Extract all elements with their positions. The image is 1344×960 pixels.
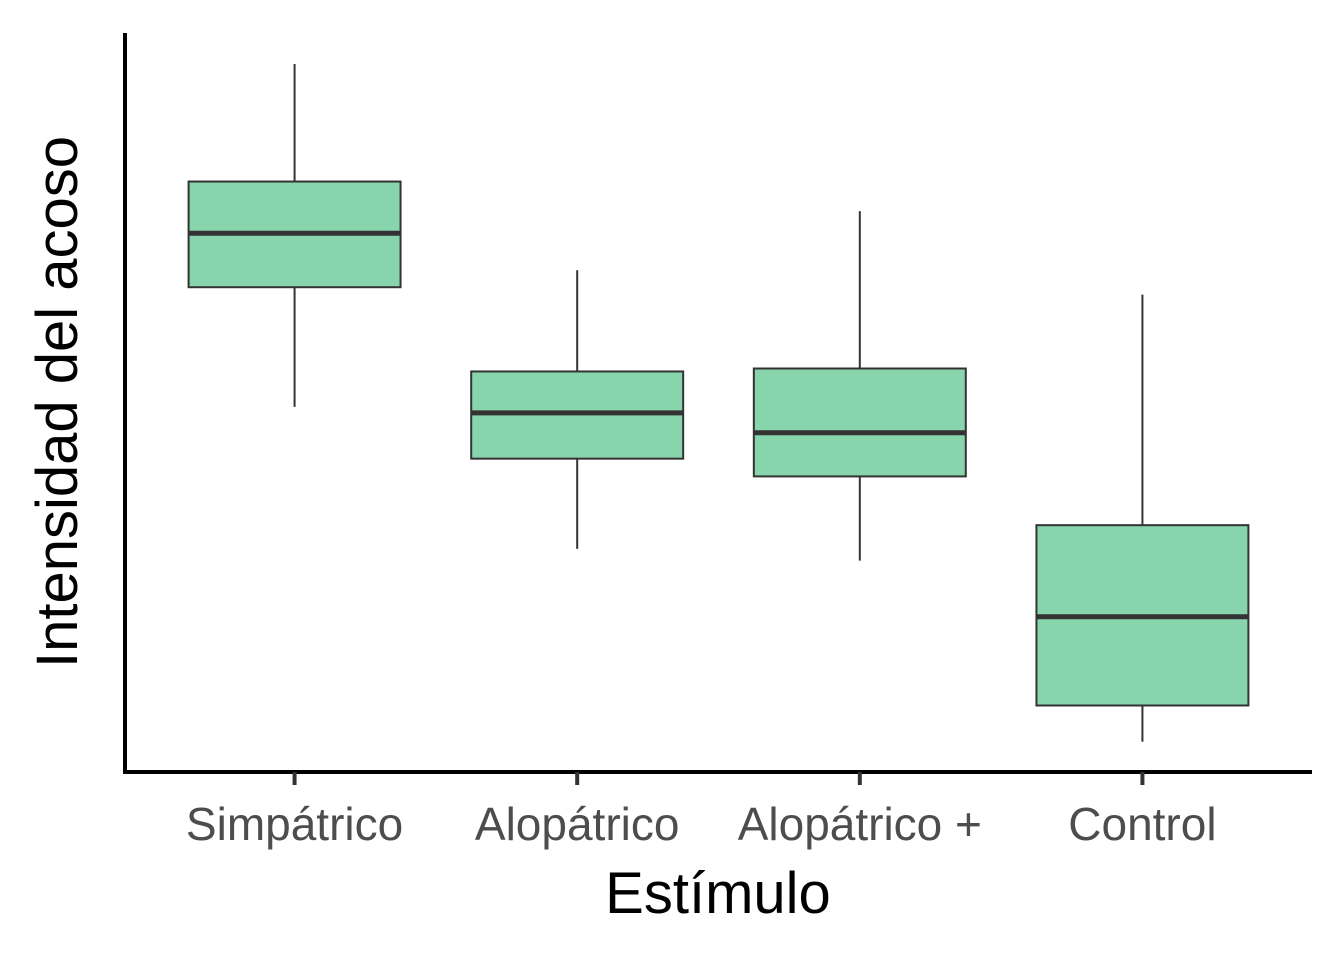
box-group bbox=[470, 270, 685, 549]
x-tick-label: Control bbox=[1068, 798, 1216, 850]
box-group bbox=[187, 64, 402, 407]
x-tick-label: Alopátrico + bbox=[738, 798, 982, 850]
box-group bbox=[1035, 294, 1250, 742]
x-tick-label: Alopátrico bbox=[475, 798, 680, 850]
x-tick-label: Simpátrico bbox=[186, 798, 403, 850]
box-iqr bbox=[752, 367, 967, 478]
boxes-layer bbox=[187, 64, 1250, 742]
x-ticks-layer: Simpátrico Alopátrico Alopátrico + Control bbox=[186, 772, 1217, 850]
x-axis-title: Estímulo bbox=[605, 861, 831, 926]
box-group bbox=[752, 211, 967, 561]
y-axis-title: Intensidad del acoso bbox=[25, 136, 90, 668]
